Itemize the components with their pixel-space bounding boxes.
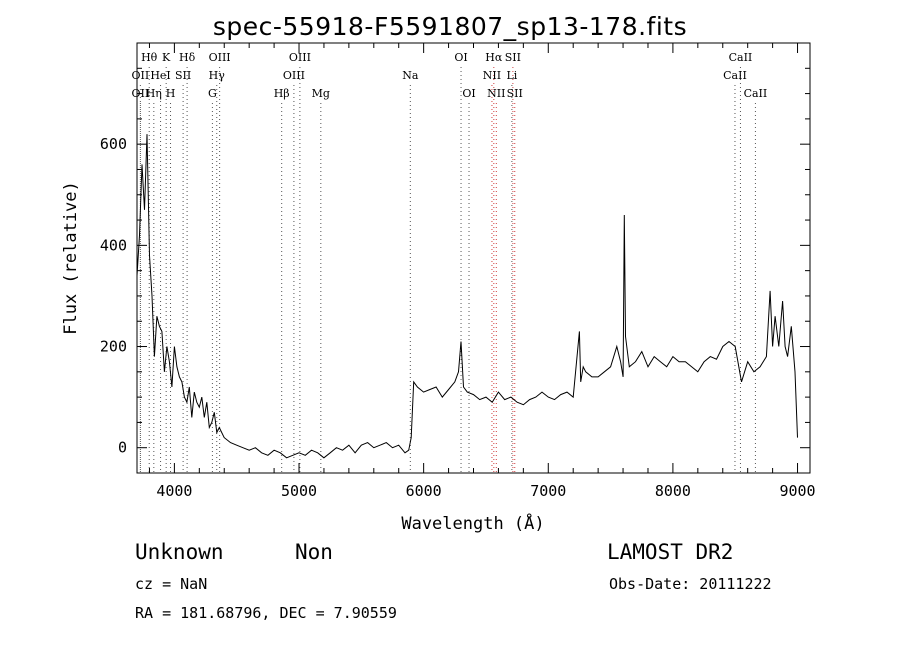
plot-frame (136, 42, 811, 474)
line-id-label: Hγ (209, 69, 226, 82)
line-id-label: OI (462, 87, 475, 100)
line-id-label: OI (454, 51, 467, 64)
survey-label: LAMOST DR2 (607, 540, 734, 564)
line-id-label: NII (487, 87, 505, 100)
line-id-label: SII (175, 69, 191, 82)
line-id-label: SII (507, 87, 523, 100)
y-tick-label: 600 (100, 135, 127, 153)
line-id-label: OIII (209, 51, 231, 64)
x-tick-label: 6000 (406, 482, 442, 500)
axis-ticks: 4000 5000 6000 7000 8000 9000 0 200 400 600 (100, 43, 816, 500)
line-id-label: OIII (283, 69, 305, 82)
y-tick-label: 0 (118, 439, 127, 457)
line-id-label: Hδ (179, 51, 196, 64)
subclass-label: Non (295, 540, 333, 564)
line-id-label: Li (506, 69, 517, 82)
line-id-label: Hβ (274, 87, 290, 100)
spectrum-line (136, 134, 798, 459)
coordinates-label: RA = 181.68796, DEC = 7.90559 (135, 604, 397, 622)
x-tick-label: 7000 (530, 482, 566, 500)
line-id-label: Hθ (141, 51, 158, 64)
y-tick-label: 400 (100, 236, 127, 254)
line-id-label: OII (132, 69, 150, 82)
line-id-label: CaII (729, 51, 753, 64)
line-id-label: Hα (485, 51, 503, 64)
x-tick-label: 9000 (779, 482, 815, 500)
line-id-label: CaII (744, 87, 768, 100)
obs-date-label: Obs-Date: 20111222 (609, 575, 772, 593)
line-id-label: G (208, 87, 217, 100)
line-id-label: Na (402, 69, 419, 82)
x-tick-label: 5000 (281, 482, 317, 500)
line-id-label: OII (132, 87, 150, 100)
class-label: Unknown (135, 540, 224, 564)
line-id-label: HeI (150, 69, 170, 82)
line-id-label: NII (483, 69, 501, 82)
y-tick-label: 200 (100, 338, 127, 356)
cz-label: cz = NaN (135, 575, 208, 593)
line-id-label: Hη (146, 87, 162, 100)
line-id-label: SII (505, 51, 521, 64)
chart-title: spec-55918-F5591807_sp13-178.fits (212, 12, 688, 41)
line-id-label: K (162, 51, 171, 64)
series-group (136, 134, 798, 459)
line-id-label: H (166, 87, 176, 100)
line-id-label: OIII (289, 51, 311, 64)
x-tick-label: 8000 (655, 482, 691, 500)
y-axis-label: Flux (relative) (61, 181, 81, 335)
line-markers (139, 67, 756, 473)
x-tick-label: 4000 (156, 482, 192, 500)
line-id-label: CaII (723, 69, 747, 82)
line-id-label: Mg (312, 87, 330, 100)
x-axis-label: Wavelength (Å) (401, 512, 544, 534)
